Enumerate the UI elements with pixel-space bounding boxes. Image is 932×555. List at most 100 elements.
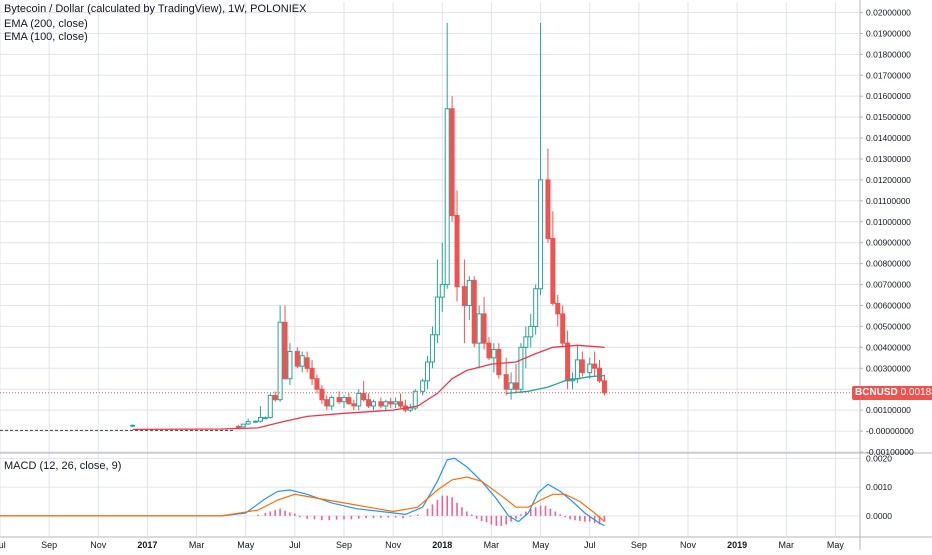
candle-body [314, 378, 320, 390]
macd-histogram-bar [426, 508, 429, 516]
macd-histogram-bar [564, 515, 566, 518]
macd-histogram-bar [441, 495, 444, 516]
macd-histogram-bar [387, 515, 390, 518]
macd-histogram-bar [485, 515, 488, 523]
macd-histogram-bar [603, 515, 606, 522]
macd-histogram-bar [525, 511, 527, 516]
time-tick-label: Sep [631, 540, 647, 550]
macd-histogram-bar [264, 512, 267, 516]
last-price-label: BCNUSD 0.00183013 [852, 385, 932, 400]
ema100-line [506, 374, 605, 395]
macd-histogram-bar [574, 515, 576, 521]
macd-histogram-bar [554, 511, 557, 516]
macd-histogram-bar [343, 515, 345, 520]
macd-histogram-bar [544, 505, 547, 516]
candle-body [324, 399, 330, 407]
macd-histogram-bar [357, 515, 360, 519]
macd-line [0, 457, 605, 527]
last-price-value: 0.00183013 [900, 386, 932, 398]
macd-histogram-bar [588, 515, 591, 522]
macd-histogram-bar [409, 515, 412, 517]
candle-body [579, 359, 585, 373]
candle-body [538, 179, 544, 290]
candle-body [351, 403, 357, 407]
macd-histogram-bar [394, 515, 397, 518]
macd-histogram-bar [294, 513, 296, 516]
macd-histogram-bar [505, 515, 507, 525]
candle-body [346, 397, 352, 405]
time-tick-label: Nov [680, 540, 697, 550]
candle-body [299, 355, 305, 367]
candle-body [262, 417, 268, 420]
macd-histogram-bar [446, 495, 448, 516]
candle-body [518, 346, 524, 390]
macd-histogram-bar [298, 515, 301, 518]
candle-body [550, 238, 556, 304]
macd-histogram-bar [500, 515, 503, 526]
macd-histogram-bar [456, 502, 458, 516]
time-tick-label: May [237, 540, 255, 550]
candle-body [257, 416, 263, 422]
macd-histogram-bar [480, 515, 483, 522]
macd-histogram-bar [402, 515, 404, 519]
macd-legend: MACD (12, 26, close, 9) [4, 460, 122, 472]
price-tick-label: 0.00400000 [866, 342, 911, 352]
signal-line [0, 476, 605, 523]
candle-body [523, 336, 529, 348]
macd-histogram-bar [380, 515, 382, 518]
macd-histogram-bar [495, 515, 498, 526]
macd-histogram-bar [313, 515, 316, 520]
macd-tick-label: 0.0020 [866, 453, 892, 463]
time-tick-label: Sep [41, 540, 57, 550]
macd-histogram-bar [350, 515, 353, 520]
candle-body [555, 302, 561, 315]
macd-histogram-bar [269, 511, 272, 516]
macd-histogram-bar [365, 515, 367, 519]
macd-histogram-bar [584, 515, 586, 522]
candle-body [434, 296, 440, 336]
macd-histogram-bar [257, 514, 259, 516]
candle-body [366, 399, 372, 407]
candle-body [398, 401, 404, 407]
price-tick-label: 0.00100000 [866, 405, 911, 415]
candle-body [574, 359, 580, 380]
candle-body [508, 382, 514, 390]
macd-histogram-bar [431, 504, 434, 516]
price-tick-label: -0.00000000 [866, 426, 914, 436]
candle-body [528, 325, 534, 338]
macd-histogram-bar [470, 514, 473, 516]
time-tick-label: 2018 [432, 540, 452, 550]
candle-body [560, 313, 566, 344]
price-tick-label: 0.00700000 [866, 280, 911, 290]
candle-body [533, 288, 539, 327]
price-tick-label: 0.01200000 [866, 175, 911, 185]
macd-histogram-bar [335, 515, 338, 520]
macd-histogram-bar [475, 515, 478, 519]
price-tick-label: 0.01100000 [866, 196, 911, 206]
time-tick-label: May [532, 540, 550, 550]
candle-body [383, 401, 389, 407]
macd-histogram-bar [328, 515, 331, 521]
candle-body [287, 351, 293, 380]
candle-body [449, 108, 455, 216]
candle-body [407, 407, 413, 411]
price-tick-label: 0.00500000 [866, 321, 911, 331]
candle-body [454, 214, 460, 288]
candle-body [267, 394, 273, 418]
candle-body [329, 397, 335, 407]
price-tick-label: 0.00600000 [866, 300, 911, 310]
candle-body [592, 363, 598, 369]
candle-body [245, 420, 251, 425]
price-tick-label: 0.02000000 [866, 7, 911, 17]
macd-histogram-bar [515, 515, 517, 519]
time-tick-label: 2017 [137, 540, 157, 550]
candle-body [471, 279, 477, 344]
candle-body [429, 334, 435, 363]
macd-histogram-bar [559, 514, 562, 516]
candle-body [356, 392, 362, 407]
last-price-symbol: BCNUSD [855, 386, 898, 398]
candle-body [425, 361, 431, 382]
time-tick-label: Nov [385, 540, 402, 550]
macd-histogram-bar [598, 515, 601, 525]
